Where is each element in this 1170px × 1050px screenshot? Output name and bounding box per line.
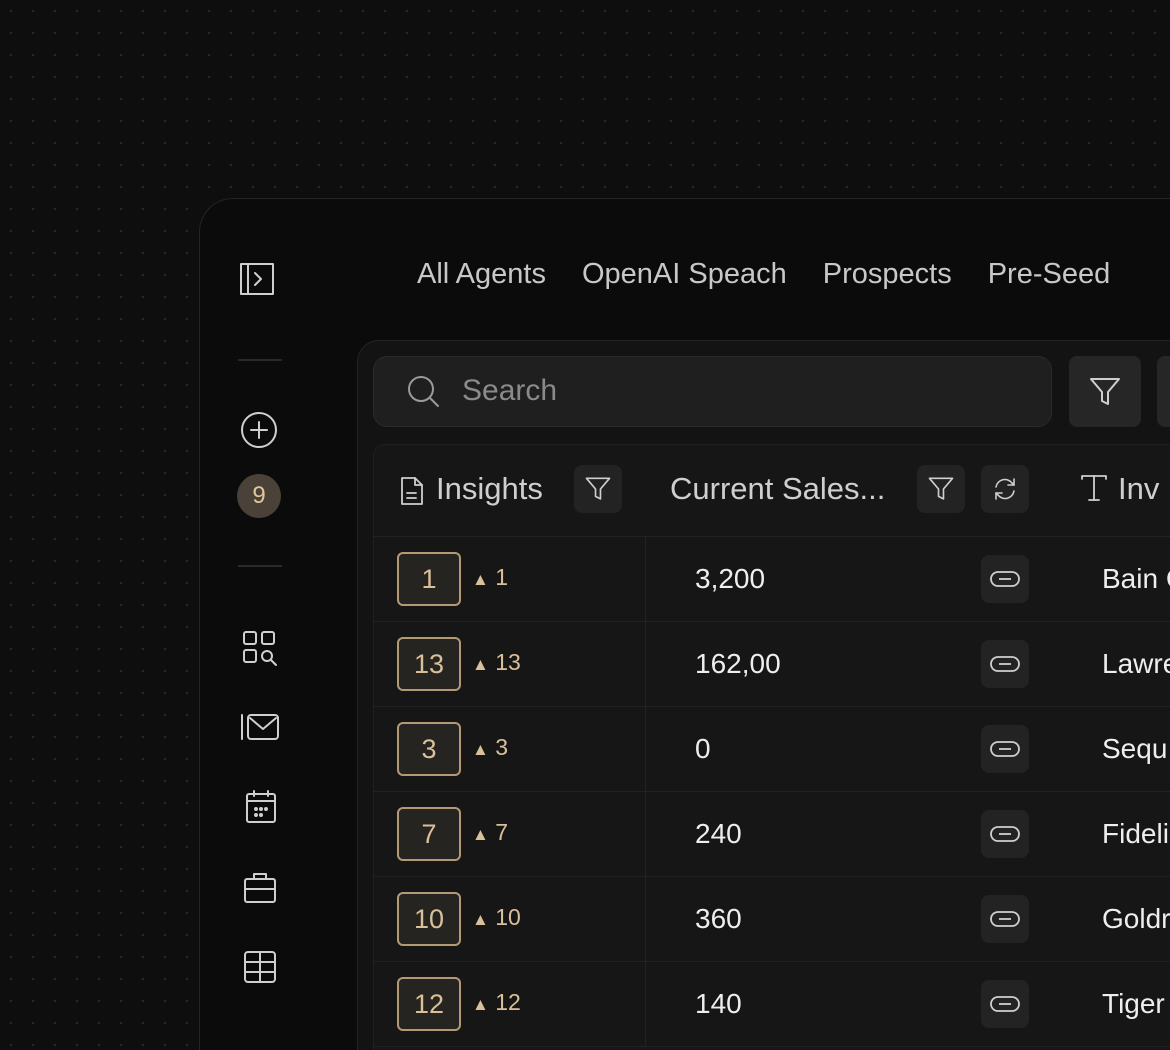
investor-name: Fideli	[1102, 818, 1169, 849]
rank-change-value: 3	[495, 734, 509, 760]
up-triangle-icon: ▲	[472, 570, 489, 589]
sidebar-toggle-icon[interactable]	[238, 261, 276, 297]
rank-change: ▲ 10	[472, 904, 521, 931]
up-triangle-icon: ▲	[472, 995, 489, 1014]
search-placeholder: Search	[462, 374, 558, 407]
rank-change: ▲ 12	[472, 989, 521, 1016]
rank-badge: 10	[397, 892, 461, 946]
table-header: Insights Current Sales... Inv	[374, 445, 1170, 537]
rank-change: ▲ 13	[472, 649, 521, 676]
rank-badge: 1	[397, 552, 461, 606]
current-sales-value: 140	[695, 988, 742, 1019]
briefcase-icon[interactable]	[242, 871, 278, 905]
add-circle-icon[interactable]	[240, 411, 278, 449]
tab-openai-speach[interactable]: OpenAI Speach	[581, 258, 787, 290]
rank-change: ▲ 7	[472, 819, 508, 846]
rank-change-value: 10	[495, 904, 521, 930]
filter-icon[interactable]	[574, 465, 622, 513]
current-sales-value: 240	[695, 818, 742, 849]
current-sales-value: 0	[695, 733, 711, 764]
tab-pre-seed[interactable]: Pre-Seed	[987, 258, 1111, 290]
current-sales-value: 162,00	[695, 648, 781, 679]
link-icon[interactable]	[981, 555, 1029, 603]
app-window: 9 All Agents OpenAI Speach Prospects Pre…	[199, 198, 1170, 1050]
search-icon	[406, 374, 442, 410]
investor-name: Goldr	[1102, 903, 1170, 934]
tab-prospects[interactable]: Prospects	[822, 258, 952, 290]
filter-button[interactable]	[1069, 356, 1141, 427]
grid-search-icon[interactable]	[242, 630, 280, 668]
table-row[interactable]: 10 ▲ 10 360 Goldr	[374, 877, 1170, 962]
rank-badge: 3	[397, 722, 461, 776]
table-row[interactable]: 1 ▲ 1 3,200 Bain C	[374, 537, 1170, 622]
link-icon[interactable]	[981, 810, 1029, 858]
agent-tabs: All Agents OpenAI Speach Prospects Pre-S…	[417, 258, 1110, 291]
table-icon[interactable]	[242, 949, 278, 985]
rank-badge: 12	[397, 977, 461, 1031]
up-triangle-icon: ▲	[472, 825, 489, 844]
column-divider	[645, 622, 646, 706]
rank-change-value: 7	[495, 819, 509, 845]
investor-name: Bain C	[1102, 563, 1170, 594]
notification-badge[interactable]: 9	[237, 474, 281, 518]
column-divider	[645, 962, 646, 1046]
up-triangle-icon: ▲	[472, 910, 489, 929]
column-divider	[645, 537, 646, 621]
table-row[interactable]: 3 ▲ 3 0 Sequ	[374, 707, 1170, 792]
link-icon[interactable]	[981, 980, 1029, 1028]
sidebar-divider	[238, 565, 282, 567]
calendar-icon[interactable]	[244, 789, 278, 825]
column-header-investor[interactable]: Inv	[1118, 471, 1160, 506]
filter-icon	[1090, 377, 1120, 405]
investor-name: Lawre	[1102, 648, 1170, 679]
insights-table: Insights Current Sales... Inv 1 ▲ 1 3,20…	[373, 444, 1170, 1050]
rank-change-value: 1	[495, 564, 509, 590]
current-sales-value: 360	[695, 903, 742, 934]
investor-name: Tiger	[1102, 988, 1165, 1019]
toolbar-button[interactable]	[1157, 356, 1170, 427]
up-triangle-icon: ▲	[472, 740, 489, 759]
text-icon	[1079, 473, 1109, 503]
investor-name: Sequ	[1102, 733, 1168, 764]
refresh-icon[interactable]	[981, 465, 1029, 513]
document-icon	[400, 476, 424, 506]
table-row[interactable]: 13 ▲ 13 162,00 Lawre	[374, 622, 1170, 707]
search-input[interactable]: Search	[373, 356, 1052, 427]
content-panel: Search Insights Current Sales... Inv 1 ▲…	[357, 340, 1170, 1050]
table-row[interactable]: 7 ▲ 7 240 Fideli	[374, 792, 1170, 877]
rank-badge: 13	[397, 637, 461, 691]
link-icon[interactable]	[981, 895, 1029, 943]
link-icon[interactable]	[981, 725, 1029, 773]
rank-change-value: 13	[495, 649, 521, 675]
filter-icon[interactable]	[917, 465, 965, 513]
table-row[interactable]: 12 ▲ 12 140 Tiger	[374, 962, 1170, 1047]
mail-icon[interactable]	[240, 712, 282, 742]
column-divider	[645, 877, 646, 961]
column-header-current-sales[interactable]: Current Sales...	[670, 471, 886, 506]
rank-badge: 7	[397, 807, 461, 861]
column-divider	[645, 707, 646, 791]
column-divider	[645, 792, 646, 876]
column-header-insights[interactable]: Insights	[436, 471, 543, 506]
sidebar-divider	[238, 359, 282, 361]
current-sales-value: 3,200	[695, 563, 766, 594]
link-icon[interactable]	[981, 640, 1029, 688]
up-triangle-icon: ▲	[472, 655, 489, 674]
rank-change: ▲ 3	[472, 734, 508, 761]
tab-all-agents[interactable]: All Agents	[417, 258, 546, 290]
rank-change: ▲ 1	[472, 564, 508, 591]
rank-change-value: 12	[495, 989, 521, 1015]
